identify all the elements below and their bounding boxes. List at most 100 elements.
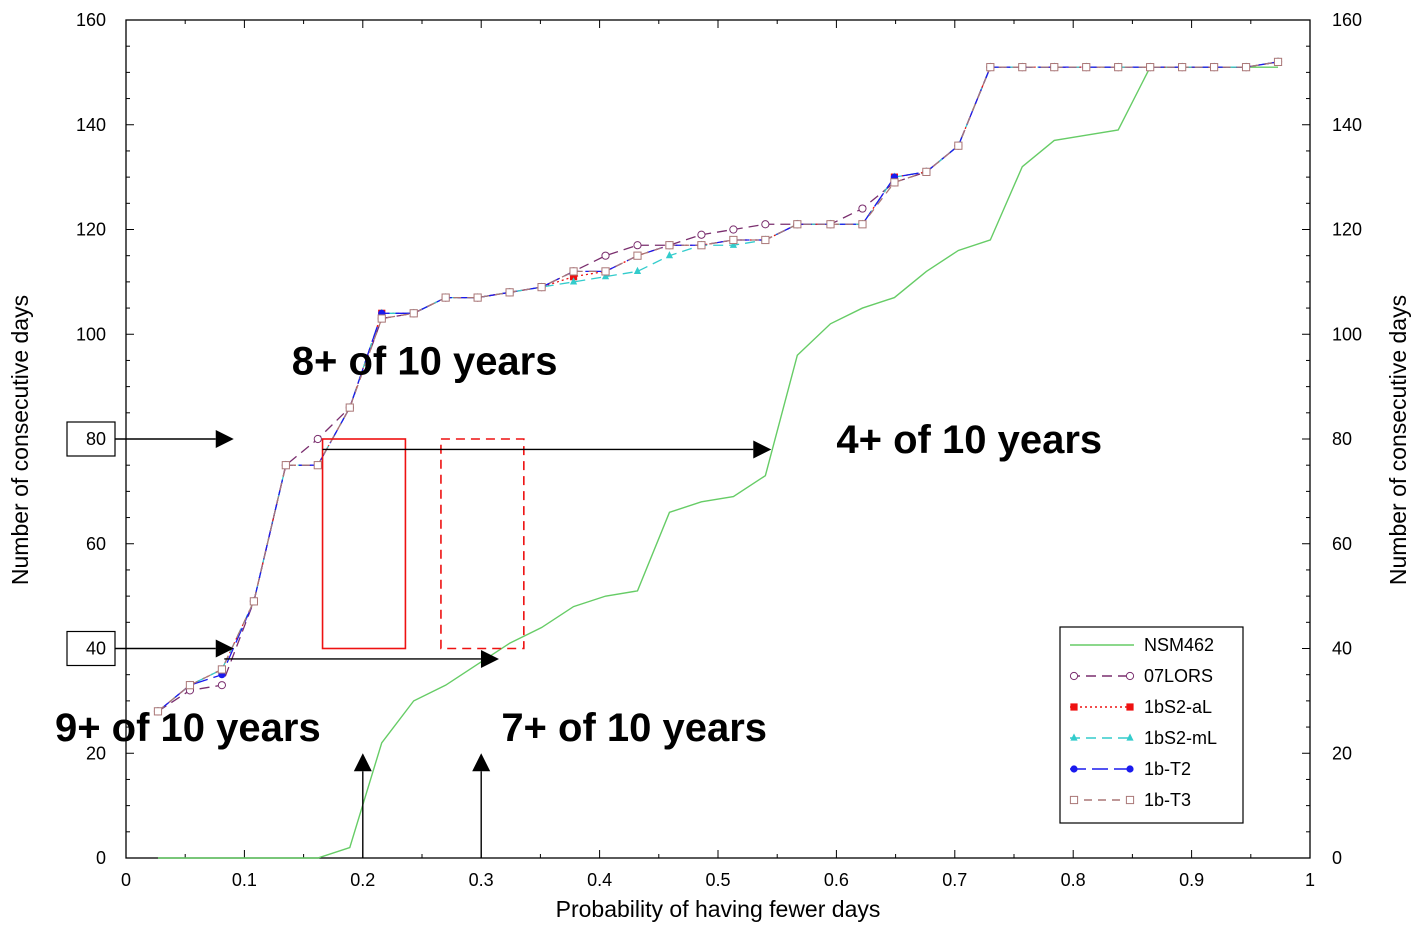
y-tick-label-left: 140 (76, 115, 106, 135)
data-point (1241, 63, 1251, 72)
data-point (537, 283, 546, 292)
arrow (353, 753, 372, 858)
data-point (665, 241, 674, 250)
series-line (157, 66, 1279, 859)
y-tick-label-left: 20 (86, 743, 106, 763)
series-line (157, 61, 1279, 712)
x-tick-label: 0.8 (1061, 870, 1086, 890)
data-point (633, 266, 642, 274)
data-point (409, 309, 418, 318)
data-point (1050, 63, 1059, 72)
y-axis-title-left: Number of consecutive days (7, 295, 33, 585)
x-tick-label: 0.6 (824, 870, 849, 890)
y-tick-label-right: 160 (1332, 10, 1362, 30)
data-point (313, 461, 322, 470)
data-point (313, 434, 322, 444)
data-point (1069, 671, 1079, 681)
data-point (1070, 703, 1078, 711)
y-tick-label-left: 100 (76, 324, 106, 344)
arrow-head (353, 753, 372, 772)
data-point (1070, 733, 1078, 741)
annotation-text: 4+ of 10 years (836, 418, 1102, 462)
series-1bS2-aL (154, 58, 1282, 715)
y-tick-label-left: 160 (76, 10, 106, 30)
arrow (224, 649, 499, 668)
series-line (157, 61, 1279, 712)
data-point (1070, 765, 1078, 773)
series-NSM462 (157, 66, 1279, 859)
x-tick-label: 0 (121, 870, 131, 890)
legend-item: 1bS2-aL (1070, 697, 1212, 717)
data-point (1209, 63, 1219, 72)
data-point (569, 267, 578, 276)
series-1b-T3 (153, 57, 1283, 716)
arrow (472, 753, 491, 858)
data-point (665, 251, 674, 259)
arrow-head (215, 639, 234, 658)
annotation-text: 8+ of 10 years (292, 339, 558, 383)
data-point (1125, 795, 1135, 805)
legend-label: 1bS2-mL (1144, 728, 1217, 748)
x-tick-label: 1 (1305, 870, 1315, 890)
data-point (633, 241, 642, 250)
data-point (569, 277, 578, 285)
series-1bS2-mL (154, 57, 1282, 714)
data-point (1126, 733, 1134, 741)
y-tick-label-left: 0 (96, 848, 106, 868)
x-tick-label: 0.2 (350, 870, 375, 890)
data-point (729, 240, 737, 248)
arrow-head (480, 649, 499, 668)
data-point (858, 204, 867, 213)
data-point (761, 235, 770, 245)
boxed-tick-frame (66, 630, 116, 667)
x-tick-label: 0.7 (942, 870, 967, 890)
legend-label: NSM462 (1144, 635, 1214, 655)
series-line (157, 61, 1279, 712)
highlight-box (321, 438, 407, 650)
data-point (986, 63, 995, 72)
legend-label: 1bS2-aL (1144, 697, 1212, 717)
series-1b-T2 (154, 58, 1282, 715)
data-point (185, 681, 195, 690)
data-point (729, 225, 738, 234)
data-point (217, 681, 227, 690)
y-tick-label-right: 140 (1332, 115, 1362, 135)
data-point (281, 461, 290, 470)
data-point (1125, 671, 1135, 681)
boxed-tick-label: 40 (86, 639, 106, 659)
plot-area: 0 0.1 0.2 0.3 0.4 0.5 0.6 0.7 0.8 0.9 100202040606… (76, 10, 1362, 890)
data-point (505, 288, 514, 297)
arrow-head (215, 430, 234, 448)
data-point (858, 220, 867, 229)
data-point (473, 293, 482, 302)
data-point (1114, 63, 1123, 72)
series-07LORS (153, 57, 1283, 716)
legend-item: 1bS2-mL (1070, 728, 1217, 748)
legend-item: NSM462 (1070, 635, 1214, 655)
x-tick-label: 0.5 (705, 870, 730, 890)
x-tick-label: 0.3 (469, 870, 494, 890)
legend-item: 07LORS (1069, 666, 1213, 686)
legend-item: 1b-T3 (1069, 790, 1191, 810)
data-point (1146, 63, 1155, 72)
data-point (153, 707, 163, 716)
data-point (601, 251, 610, 260)
data-point (826, 220, 835, 229)
x-tick-label: 0.9 (1179, 870, 1204, 890)
legend-label: 1b-T2 (1144, 759, 1191, 779)
annotation-text: 7+ of 10 years (501, 706, 767, 750)
data-point (922, 167, 931, 176)
data-point (633, 251, 642, 260)
data-point (793, 220, 802, 229)
arrow (115, 639, 234, 658)
data-point (1126, 703, 1134, 711)
y-tick-label-right: 20 (1332, 743, 1352, 763)
data-point (761, 220, 770, 229)
arrow-head (753, 440, 772, 459)
y-tick-label-right: 80 (1332, 429, 1352, 449)
series-line (157, 61, 1279, 712)
x-tick-label: 0.4 (587, 870, 612, 890)
y-tick-label-right: 120 (1332, 220, 1362, 240)
data-point (441, 293, 450, 302)
